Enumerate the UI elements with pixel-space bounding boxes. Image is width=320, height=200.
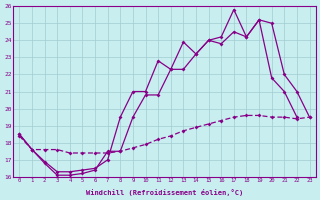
X-axis label: Windchill (Refroidissement éolien,°C): Windchill (Refroidissement éolien,°C) bbox=[86, 189, 243, 196]
